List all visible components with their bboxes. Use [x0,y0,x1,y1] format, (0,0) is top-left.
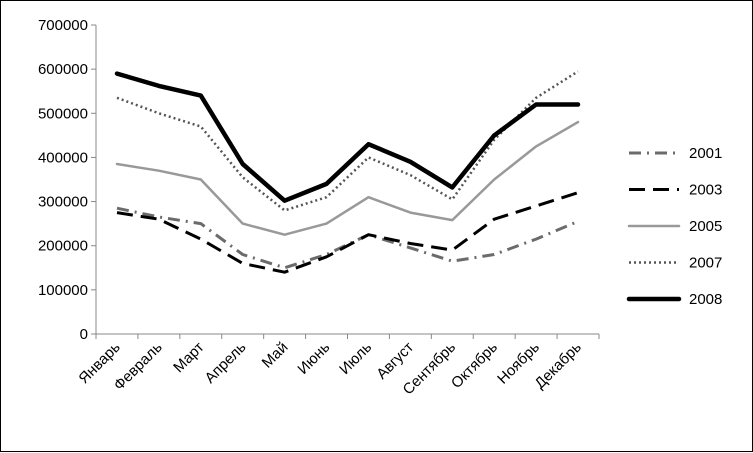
x-tick-label: Октябрь [448,339,501,392]
series-line-2008 [114,71,581,203]
legend: 2001 2003 2005 2007 2008 [626,145,722,308]
y-tick-label: 200000 [38,238,88,255]
y-tick-label: 700000 [38,17,88,34]
x-tick-label: Декабрь [531,339,585,393]
legend-label-2005: 2005 [689,218,722,235]
series-line-2001 [116,206,579,270]
y-tick-label: 500000 [38,105,88,122]
series-line-2005 [115,120,580,236]
y-tick-label: 600000 [38,61,88,78]
legend-label-2003: 2003 [689,182,722,199]
axes [95,25,599,335]
y-axis-ticks: 0 100000 200000 300000 400000 500000 600000 700… [38,17,96,343]
y-tick-label: 300000 [38,194,88,211]
x-tick-label: Март [170,339,207,376]
legend-label-2007: 2007 [689,255,722,272]
series-lines [114,70,581,274]
x-tick-label: Июнь [294,339,333,378]
series-line-2003 [116,191,579,274]
y-tick-label: 100000 [38,282,88,299]
x-tick-label: Апрель [202,339,250,387]
x-tick-label: Июль [336,339,375,378]
legend-label-2008: 2008 [689,291,722,308]
y-tick-label: 400000 [38,149,88,166]
x-tick-label: Май [259,339,292,372]
y-tick-label: 0 [80,326,88,343]
legend-label-2001: 2001 [689,145,722,162]
